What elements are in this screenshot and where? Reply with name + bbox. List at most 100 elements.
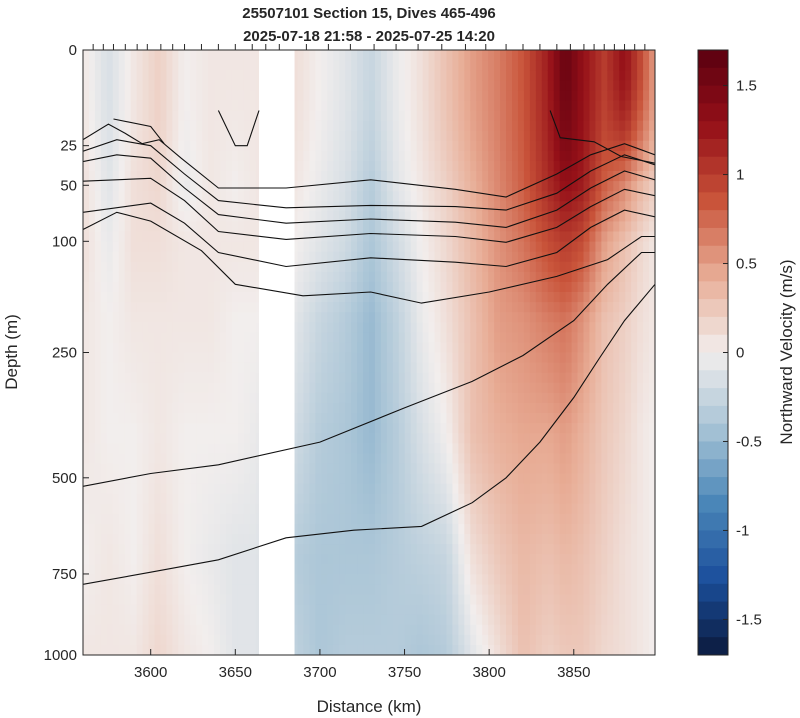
heatmap-cell (327, 604, 334, 616)
heatmap-cell (482, 644, 489, 655)
heatmap-cell (309, 120, 316, 132)
heatmap-cell (160, 302, 168, 313)
heatmap-cell (506, 634, 513, 646)
heatmap-cell (428, 614, 436, 626)
heatmap-cell (559, 150, 567, 162)
heatmap-cell (470, 342, 477, 354)
heatmap-cell (553, 402, 561, 414)
heatmap-cell (327, 241, 334, 253)
heatmap-cell (220, 312, 227, 323)
heatmap-cell (416, 584, 424, 596)
heatmap-cell (517, 150, 525, 162)
heatmap-cell (160, 544, 168, 555)
heatmap-cell (422, 523, 430, 535)
heatmap-cell (297, 402, 305, 414)
heatmap-cell (190, 191, 197, 202)
heatmap-cell (512, 564, 519, 575)
heatmap-cell (428, 453, 436, 465)
heatmap-cell (184, 221, 191, 233)
heatmap-cell (130, 171, 138, 182)
heatmap-cell (470, 594, 477, 606)
heatmap-cell (142, 292, 150, 303)
heatmap-cell (559, 302, 567, 313)
heatmap-cell (565, 100, 573, 112)
heatmap-cell (345, 503, 352, 515)
heatmap-cell (404, 221, 412, 233)
heatmap-cell (434, 120, 442, 132)
heatmap-cell (535, 564, 543, 575)
heatmap-cell (315, 574, 322, 586)
heatmap-cell (446, 90, 454, 102)
heatmap-cell (83, 402, 90, 414)
heatmap-cell (559, 100, 567, 112)
heatmap-cell (112, 191, 120, 202)
heatmap-cell (345, 544, 352, 555)
heatmap-cell (494, 342, 501, 354)
heatmap-cell (506, 443, 513, 454)
heatmap-cell (506, 423, 513, 434)
heatmap-cell (464, 302, 471, 313)
heatmap-cell (94, 130, 102, 142)
heatmap-cell (458, 413, 465, 424)
heatmap-cell (494, 332, 501, 344)
heatmap-cell (428, 644, 436, 655)
heatmap-cell (410, 614, 418, 626)
heatmap-cell (380, 312, 388, 323)
heatmap-cell (494, 483, 501, 495)
heatmap-cell (190, 140, 197, 152)
heatmap-cell (130, 160, 138, 172)
heatmap-cell (434, 392, 442, 404)
heatmap-cell (446, 50, 454, 61)
heatmap-cell (166, 100, 173, 112)
heatmap-cell (553, 201, 561, 212)
heatmap-cell (291, 574, 299, 586)
heatmap-cell (172, 413, 179, 424)
heatmap-cell (321, 312, 328, 323)
heatmap-cell (190, 554, 197, 565)
heatmap-cell (452, 281, 459, 293)
heatmap-cell (166, 382, 173, 394)
heatmap-cell (422, 544, 430, 555)
heatmap-cell (166, 564, 173, 575)
heatmap-cell (333, 70, 340, 81)
heatmap-cell (380, 614, 388, 626)
heatmap-cell (446, 564, 454, 575)
heatmap-cell (160, 110, 168, 122)
heatmap-cell (404, 413, 412, 424)
heatmap-cell (202, 100, 209, 112)
heatmap-cell (553, 433, 561, 444)
heatmap-cell (333, 322, 340, 333)
heatmap-cell (345, 292, 352, 303)
heatmap-cell (309, 160, 316, 172)
heatmap-cell (237, 423, 245, 434)
heatmap-cell (416, 140, 424, 152)
heatmap-cell (315, 120, 322, 132)
heatmap-cell (249, 614, 257, 626)
heatmap-cell (345, 554, 352, 565)
heatmap-cell (100, 574, 108, 586)
heatmap-cell (351, 322, 358, 333)
heatmap-cell (434, 231, 442, 243)
heatmap-cell (202, 241, 209, 253)
heatmap-cell (160, 120, 168, 132)
heatmap-cell (297, 231, 305, 243)
heatmap-cell (506, 70, 513, 81)
heatmap-cell (142, 90, 150, 102)
heatmap-cell (112, 90, 120, 102)
heatmap-cell (565, 564, 573, 575)
heatmap-cell (321, 554, 328, 565)
heatmap-cell (196, 322, 203, 333)
heatmap-cell (494, 100, 501, 112)
heatmap-cell (136, 100, 144, 112)
heatmap-cell (351, 523, 358, 535)
heatmap-cell (386, 70, 394, 81)
heatmap-cell (506, 261, 513, 273)
heatmap-cell (214, 80, 221, 91)
heatmap-cell (202, 231, 209, 243)
heatmap-cell (386, 453, 394, 465)
heatmap-cell (136, 110, 144, 122)
heatmap-cell (547, 483, 555, 495)
heatmap-cell (166, 332, 173, 344)
heatmap-cell (571, 503, 579, 515)
heatmap-cell (494, 60, 501, 71)
